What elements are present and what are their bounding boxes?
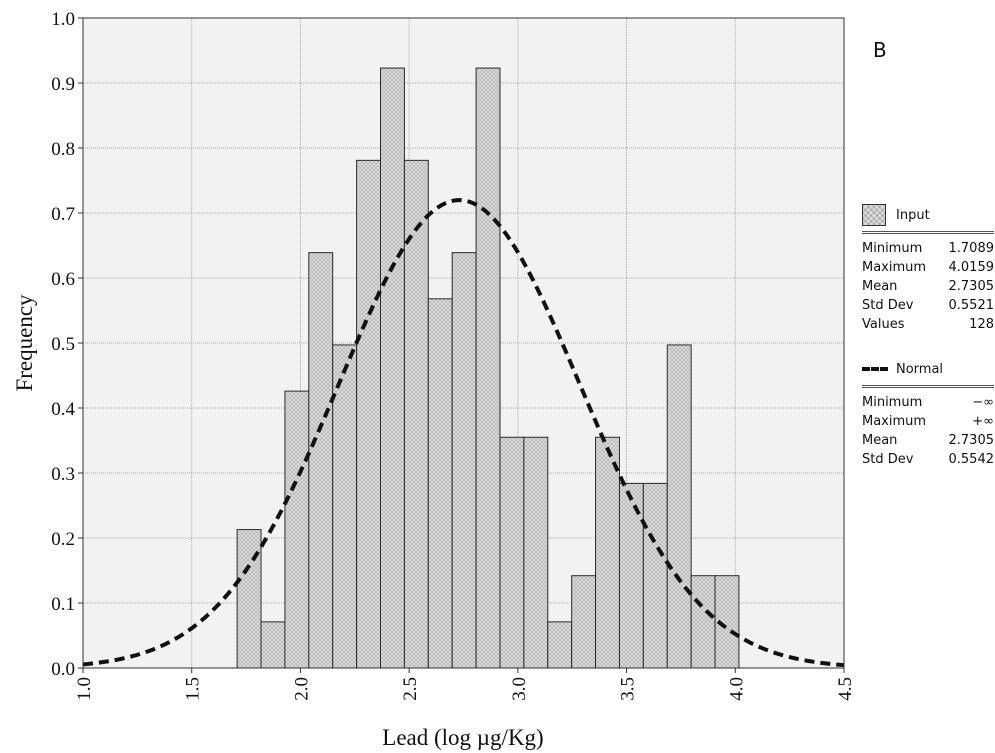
stat-row: Maximum 4.0159: [862, 258, 994, 277]
legend: Input Minimum 1.7089 Maximum 4.0159 Mean 2.73…: [862, 202, 994, 469]
y-tick-label: 0.4: [51, 399, 75, 420]
histogram-bar: [547, 621, 573, 669]
y-tick-label: 0.9: [51, 74, 75, 95]
legend-normal-entry: Normal: [862, 356, 994, 382]
histogram-bar: [380, 67, 405, 669]
histogram-bars: [236, 67, 740, 669]
histogram-bar: [523, 436, 549, 669]
x-tick-label: 4.0: [726, 677, 747, 701]
stat-value: 128: [969, 317, 994, 332]
x-tick-label: 4.5: [835, 677, 856, 701]
histogram-bar: [475, 67, 501, 669]
legend-normal-label: Normal: [896, 361, 944, 377]
y-tick-label: 0.5: [51, 334, 75, 355]
histogram-bar: [427, 298, 453, 669]
x-tick-label: 2.5: [400, 677, 421, 701]
stat-value: −∞: [972, 395, 994, 410]
dashed-line-swatch-icon: [862, 367, 888, 371]
y-axis-label: Frequency: [12, 294, 37, 392]
histogram-bar: [308, 252, 334, 669]
y-tick-label: 0.8: [51, 139, 75, 160]
x-tick-label: 1.5: [183, 677, 204, 701]
stat-row: Std Dev 0.5521: [862, 296, 994, 315]
stat-value: 0.5521: [948, 298, 995, 313]
x-axis-ticks: 1.0 1.5 2.0 2.5 3.0 3.5 4.0 4.5: [74, 668, 856, 701]
histogram-bar: [403, 159, 429, 669]
histogram-bar: [284, 390, 310, 669]
y-tick-label: 1.0: [51, 9, 75, 30]
histogram-bar: [666, 344, 692, 669]
legend-divider: [862, 385, 994, 388]
panel-label: B: [873, 38, 887, 62]
stat-value: 4.0159: [948, 260, 995, 275]
histogram-bar: [260, 621, 286, 669]
stat-row: Values 128: [862, 315, 994, 334]
legend-divider: [862, 231, 994, 234]
y-tick-label: 0.2: [51, 529, 75, 550]
stat-name: Minimum: [862, 241, 923, 256]
stat-name: Std Dev: [862, 452, 914, 467]
histogram-bar: [236, 529, 262, 669]
x-tick-label: 1.0: [74, 677, 95, 701]
stat-row: Mean 2.7305: [862, 277, 994, 296]
y-tick-label: 0.7: [51, 204, 75, 225]
stat-name: Maximum: [862, 414, 927, 429]
x-tick-label: 3.0: [509, 677, 530, 701]
histogram-bar: [642, 482, 668, 669]
stat-name: Mean: [862, 433, 898, 448]
stat-row: Mean 2.7305: [862, 431, 994, 450]
stat-row: Minimum −∞: [862, 393, 994, 412]
histogram-bar: [451, 252, 477, 669]
y-tick-label: 0.0: [51, 659, 75, 680]
y-axis-ticks: 0.0 0.1 0.2 0.3 0.4 0.5 0.6 0.7 0.8 0.9 1.0: [51, 9, 83, 680]
stat-value: 2.7305: [948, 433, 995, 448]
histogram-bar: [499, 436, 525, 669]
stat-value: 2.7305: [948, 279, 995, 294]
stat-value: 1.7089: [948, 241, 995, 256]
stat-row: Maximum +∞: [862, 412, 994, 431]
stat-name: Maximum: [862, 260, 927, 275]
x-tick-label: 3.5: [618, 677, 639, 701]
stat-value: 0.5542: [948, 452, 995, 467]
stat-name: Mean: [862, 279, 898, 294]
y-tick-label: 0.3: [51, 464, 75, 485]
stat-value: +∞: [972, 414, 994, 429]
y-tick-label: 0.6: [51, 269, 75, 290]
x-axis-label: Lead (log µg/Kg): [382, 725, 543, 750]
histogram-bar: [332, 344, 358, 669]
legend-input-label: Input: [896, 207, 930, 223]
histogram-bar: [571, 575, 597, 669]
y-tick-label: 0.1: [51, 594, 75, 615]
stat-name: Values: [862, 317, 905, 332]
x-tick-label: 2.0: [291, 677, 312, 701]
input-stats-table: Minimum 1.7089 Maximum 4.0159 Mean 2.7305 Std …: [862, 239, 994, 334]
histogram-bar: [356, 159, 382, 669]
legend-input-entry: Input: [862, 202, 994, 228]
stat-row: Std Dev 0.5542: [862, 450, 994, 469]
stat-name: Minimum: [862, 395, 923, 410]
histogram-bar: [618, 482, 644, 669]
normal-stats-table: Minimum −∞ Maximum +∞ Mean 2.7305 Std Dev 0.554…: [862, 393, 994, 469]
stat-row: Minimum 1.7089: [862, 239, 994, 258]
histogram-bar: [690, 575, 716, 669]
histogram-bar: [595, 436, 620, 669]
histogram-swatch-icon: [862, 204, 886, 226]
stat-name: Std Dev: [862, 298, 914, 313]
